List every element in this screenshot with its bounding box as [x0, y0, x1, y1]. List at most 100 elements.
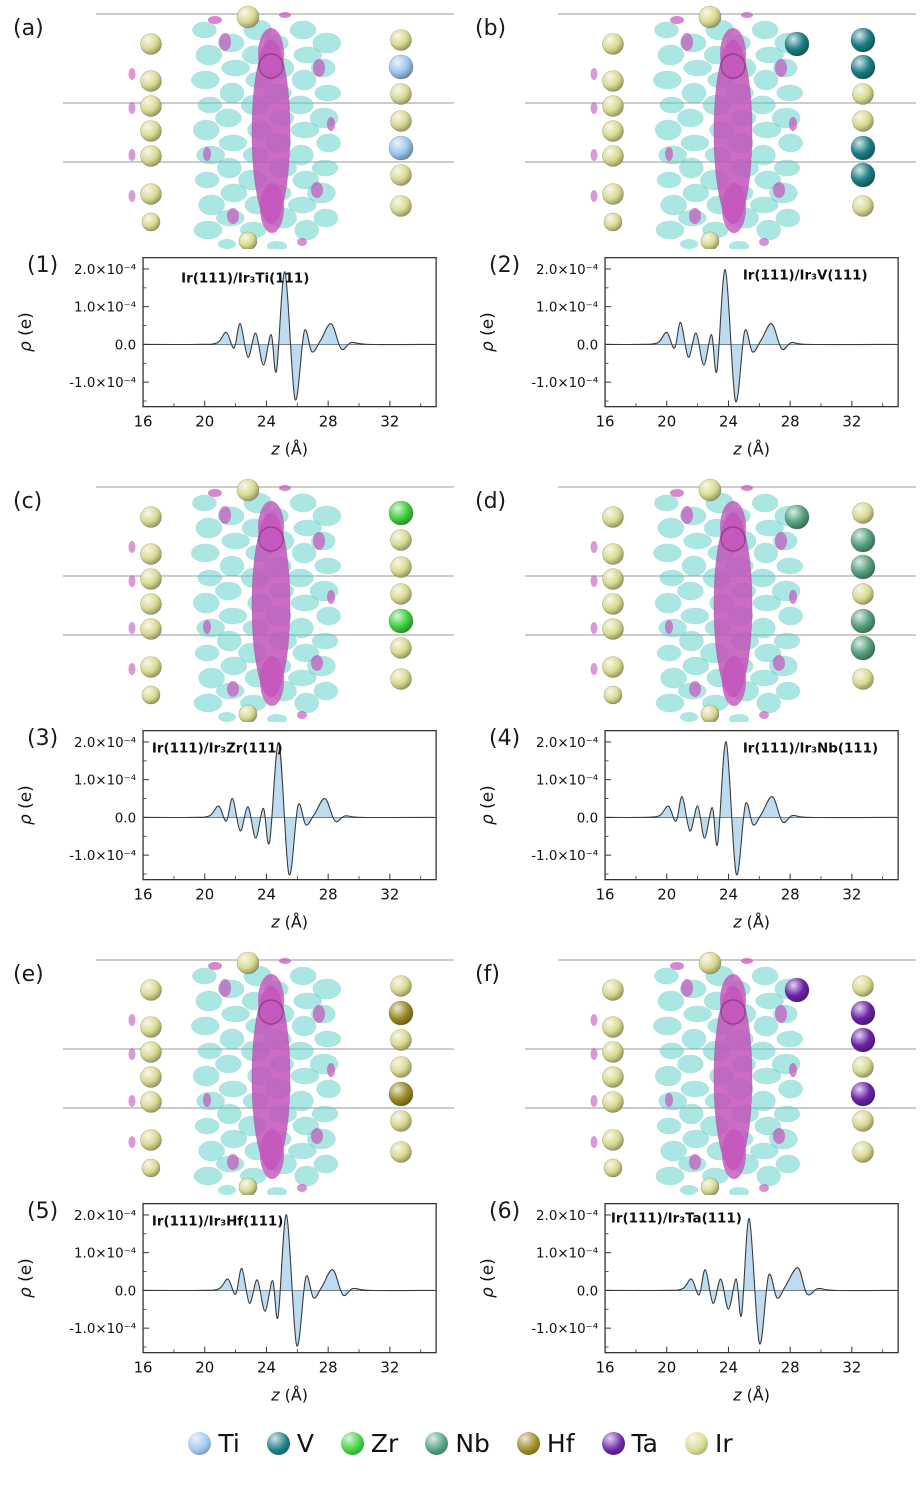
panel-e: (e) (5) 16 20 24 28 32 2.0×10⁻⁴ 1.0×10⁻⁴ 0.0 -1.…	[1, 950, 458, 1407]
svg-text:0.0: 0.0	[577, 1284, 598, 1299]
legend-label: Zr	[370, 1429, 399, 1458]
svg-text:0.0: 0.0	[577, 811, 598, 826]
legend-item-ir: Ir	[684, 1429, 733, 1458]
svg-text:24: 24	[257, 1359, 276, 1377]
svg-text:20: 20	[657, 413, 676, 431]
svg-text:16: 16	[134, 413, 153, 431]
svg-text:0.0: 0.0	[577, 338, 598, 353]
svg-text:ρ (e): ρ (e)	[477, 785, 497, 825]
chart-figure-1: (1) 16 20 24 28 32 2.0×10⁻⁴ 1.0×10⁻⁴ 0.0 -1.0×10…	[1, 249, 458, 461]
chart-figure-6: (6) 16 20 24 28 32 2.0×10⁻⁴ 1.0×10⁻⁴ 0.0 -1.0×10…	[463, 1195, 920, 1407]
legend-label: Hf	[546, 1429, 575, 1458]
svg-text:Ir(111)/Ir₃V(111): Ir(111)/Ir₃V(111)	[743, 268, 868, 283]
svg-text:1.0×10⁻⁴: 1.0×10⁻⁴	[536, 301, 598, 316]
svg-text:28: 28	[319, 413, 338, 431]
svg-text:32: 32	[842, 1359, 861, 1377]
legend-item-ti: Ti	[188, 1429, 240, 1458]
svg-text:28: 28	[781, 413, 800, 431]
charge-density-isosurface-view	[63, 5, 454, 249]
svg-text:-1.0×10⁻⁴: -1.0×10⁻⁴	[531, 1322, 598, 1337]
svg-text:z (Å): z (Å)	[732, 912, 770, 931]
structure-figure-a: (a)	[1, 4, 458, 249]
svg-text:32: 32	[842, 886, 861, 904]
legend-label: Ir	[714, 1429, 733, 1458]
legend-item-ta: Ta	[601, 1429, 658, 1458]
legend-item-zr: Zr	[340, 1429, 399, 1458]
charge-density-isosurface-view	[525, 478, 916, 722]
svg-text:-1.0×10⁻⁴: -1.0×10⁻⁴	[531, 376, 598, 391]
svg-text:16: 16	[134, 1359, 153, 1377]
svg-text:2.0×10⁻⁴: 2.0×10⁻⁴	[536, 263, 598, 278]
structure-figure-c: (c)	[1, 477, 458, 722]
structure-panel-label: (a)	[13, 16, 44, 41]
chart-panel-label: (4)	[489, 726, 521, 751]
svg-text:24: 24	[257, 886, 276, 904]
svg-text:-1.0×10⁻⁴: -1.0×10⁻⁴	[531, 849, 598, 864]
svg-text:2.0×10⁻⁴: 2.0×10⁻⁴	[74, 263, 136, 278]
svg-text:z (Å): z (Å)	[270, 439, 308, 458]
svg-text:ρ (e): ρ (e)	[477, 312, 497, 352]
svg-text:ρ (e): ρ (e)	[15, 785, 35, 825]
line-profile-chart: 16 20 24 28 32 2.0×10⁻⁴ 1.0×10⁻⁴ 0.0 -1.0×10⁻⁴ Ir…	[15, 729, 437, 931]
svg-text:24: 24	[719, 886, 738, 904]
charge-density-isosurface-view	[525, 951, 916, 1195]
structure-panel-label: (c)	[13, 489, 43, 514]
svg-text:24: 24	[257, 413, 276, 431]
svg-text:Ir(111)/Ir₃Hf(111): Ir(111)/Ir₃Hf(111)	[152, 1214, 283, 1229]
ir-atom-icon	[684, 1432, 708, 1455]
chart-figure-3: (3) 16 20 24 28 32 2.0×10⁻⁴ 1.0×10⁻⁴ 0.0 -1.0×10…	[1, 722, 458, 934]
chart-panel-label: (3)	[27, 726, 59, 751]
svg-text:20: 20	[195, 886, 214, 904]
svg-text:1.0×10⁻⁴: 1.0×10⁻⁴	[74, 774, 136, 789]
legend-label: Nb	[455, 1429, 490, 1458]
svg-text:32: 32	[380, 886, 399, 904]
structure-figure-f: (f)	[463, 950, 920, 1195]
svg-text:z (Å): z (Å)	[270, 1385, 308, 1404]
svg-text:28: 28	[319, 886, 338, 904]
legend-label: V	[296, 1429, 314, 1458]
line-profile-chart: 16 20 24 28 32 2.0×10⁻⁴ 1.0×10⁻⁴ 0.0 -1.0×10⁻⁴ Ir…	[15, 256, 437, 458]
svg-text:ρ (e): ρ (e)	[477, 1258, 497, 1298]
svg-text:1.0×10⁻⁴: 1.0×10⁻⁴	[536, 774, 598, 789]
svg-text:32: 32	[842, 413, 861, 431]
svg-text:ρ (e): ρ (e)	[15, 312, 35, 352]
svg-text:2.0×10⁻⁴: 2.0×10⁻⁴	[74, 736, 136, 751]
legend-item-v: V	[266, 1429, 314, 1458]
svg-text:24: 24	[719, 413, 738, 431]
panel-d: (d) (4) 16 20 24 28 32 2.0×10⁻⁴ 1.0×10⁻⁴ 0.0 -1.…	[463, 477, 920, 934]
svg-text:28: 28	[781, 1359, 800, 1377]
svg-text:32: 32	[380, 413, 399, 431]
svg-text:-1.0×10⁻⁴: -1.0×10⁻⁴	[69, 1322, 136, 1337]
panel-b: (b) (2) 16 20 24 28 32 2.0×10⁻⁴ 1.0×10⁻⁴ 0.0 -1.…	[463, 4, 920, 461]
ta-atom-icon	[601, 1432, 625, 1455]
svg-text:2.0×10⁻⁴: 2.0×10⁻⁴	[536, 1209, 598, 1224]
svg-text:16: 16	[596, 1359, 615, 1377]
svg-text:2.0×10⁻⁴: 2.0×10⁻⁴	[536, 736, 598, 751]
line-profile-chart: 16 20 24 28 32 2.0×10⁻⁴ 1.0×10⁻⁴ 0.0 -1.0×10⁻⁴ Ir…	[477, 256, 899, 458]
svg-text:20: 20	[195, 1359, 214, 1377]
svg-text:28: 28	[781, 886, 800, 904]
structure-figure-b: (b)	[463, 4, 920, 249]
svg-text:0.0: 0.0	[115, 1284, 136, 1299]
svg-text:Ir(111)/Ir₃Nb(111): Ir(111)/Ir₃Nb(111)	[743, 741, 878, 756]
chart-panel-label: (2)	[489, 253, 521, 278]
svg-text:Ir(111)/Ir₃Ta(111): Ir(111)/Ir₃Ta(111)	[611, 1212, 742, 1227]
legend-label: Ta	[631, 1429, 658, 1458]
zr-atom-icon	[340, 1432, 364, 1455]
legend-item-nb: Nb	[425, 1429, 490, 1458]
v-atom-icon	[266, 1432, 290, 1455]
svg-text:16: 16	[596, 886, 615, 904]
line-profile-chart: 16 20 24 28 32 2.0×10⁻⁴ 1.0×10⁻⁴ 0.0 -1.0×10⁻⁴ Ir…	[15, 1202, 437, 1404]
structure-figure-e: (e)	[1, 950, 458, 1195]
svg-text:1.0×10⁻⁴: 1.0×10⁻⁴	[74, 301, 136, 316]
nb-atom-icon	[425, 1432, 449, 1455]
structure-panel-label: (b)	[475, 16, 507, 41]
svg-text:-1.0×10⁻⁴: -1.0×10⁻⁴	[69, 849, 136, 864]
panel-a: (a) (1) 16 20 24 28 32 2.0×10⁻⁴ 1.0×10⁻⁴ 0.0 -1.…	[1, 4, 458, 461]
svg-text:z (Å): z (Å)	[732, 439, 770, 458]
chart-panel-label: (1)	[27, 253, 59, 278]
chart-figure-2: (2) 16 20 24 28 32 2.0×10⁻⁴ 1.0×10⁻⁴ 0.0 -1.0×10…	[463, 249, 920, 461]
legend: Ti V Zr Nb Hf Ta Ir	[0, 1429, 921, 1458]
charge-density-isosurface-view	[63, 951, 454, 1195]
svg-text:16: 16	[134, 886, 153, 904]
